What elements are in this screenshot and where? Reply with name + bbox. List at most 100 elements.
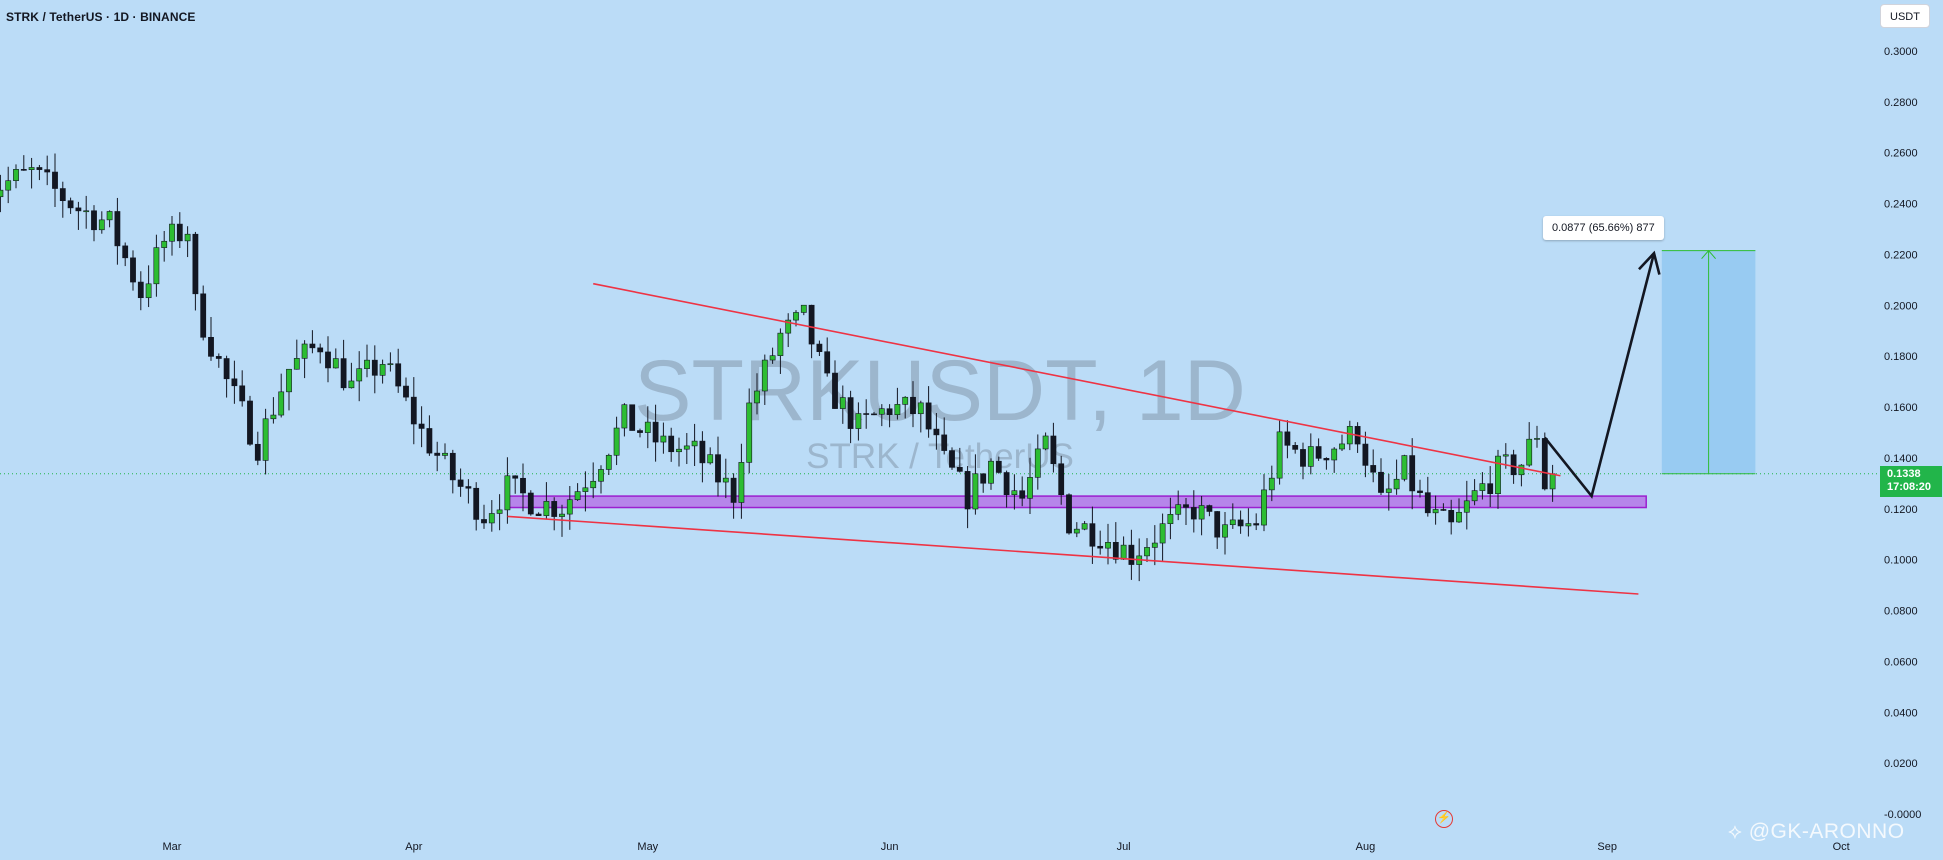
current-price-badge: 0.1338 17:08:20 — [1880, 466, 1942, 497]
candle-body — [106, 211, 113, 221]
candlestick — [1487, 466, 1494, 507]
author-name: @GK-ARONNO — [1748, 820, 1905, 843]
candle-body — [902, 396, 909, 405]
diamond-logo-icon: ⟡ — [1728, 820, 1743, 843]
candlestick — [1323, 457, 1330, 470]
candlestick — [286, 368, 292, 411]
y-axis-tick-label: 0.2200 — [1884, 249, 1918, 261]
currency-button[interactable]: USDT — [1880, 4, 1930, 28]
candlestick — [925, 386, 932, 438]
x-axis-tick-label: Jul — [1117, 841, 1131, 853]
candlestick — [465, 479, 472, 504]
candle-body — [410, 396, 417, 425]
candle-body — [122, 245, 129, 259]
candle-body — [348, 380, 355, 389]
candle-body — [824, 351, 831, 374]
candle-body — [995, 460, 1002, 473]
candlestick — [941, 417, 948, 455]
candlestick — [1268, 465, 1275, 502]
candle-body — [130, 257, 136, 283]
y-axis-tick-label: 0.0600 — [1884, 656, 1918, 668]
candlestick — [1346, 420, 1353, 451]
candlestick — [403, 377, 409, 402]
candlestick — [28, 157, 35, 189]
x-axis-tick-label: Jun — [881, 841, 899, 853]
candle-body — [1097, 545, 1104, 549]
candlestick — [1456, 498, 1462, 523]
candlestick — [917, 400, 924, 433]
candle-body — [1268, 477, 1275, 491]
candlestick — [1409, 438, 1416, 510]
candlestick — [1073, 522, 1080, 538]
candle-body — [340, 358, 347, 389]
candle-body — [114, 211, 121, 247]
candlestick — [910, 381, 916, 428]
candle-body — [1424, 492, 1431, 514]
candlestick — [130, 250, 136, 291]
candle-body — [1214, 511, 1221, 538]
candle-body — [754, 390, 760, 404]
candle-body — [1385, 488, 1392, 493]
candle-body — [1346, 426, 1353, 445]
candle-body — [59, 188, 66, 202]
candlestick — [200, 285, 207, 341]
candle-body — [629, 404, 636, 431]
candlestick — [902, 396, 909, 419]
symbol-title[interactable]: STRK / TetherUS · 1D · BINANCE — [6, 10, 196, 24]
candlestick — [1034, 434, 1041, 490]
candlestick — [247, 395, 253, 446]
candle-body — [1144, 547, 1150, 557]
candlestick — [137, 271, 144, 311]
candlestick — [1050, 422, 1057, 473]
candle-body — [808, 304, 815, 345]
candle-body — [1003, 472, 1010, 496]
candlestick — [988, 458, 994, 490]
candlestick — [83, 195, 90, 229]
candle-body — [83, 210, 90, 213]
candle-body — [605, 454, 612, 470]
candlestick — [512, 475, 519, 494]
candlestick — [325, 336, 331, 383]
candlestick — [676, 437, 682, 467]
candlestick — [590, 462, 597, 499]
candle-body — [512, 475, 519, 479]
candle-body — [418, 423, 425, 429]
candle-body — [863, 413, 870, 415]
candle-body — [1151, 542, 1158, 548]
candle-body — [1034, 448, 1041, 478]
candle-body — [1089, 523, 1096, 547]
candlestick — [278, 373, 285, 418]
candle-body — [1019, 490, 1026, 499]
candlestick — [1424, 476, 1431, 517]
candlestick — [738, 443, 745, 519]
candlestick — [239, 370, 246, 407]
candle-body — [1417, 490, 1423, 493]
candle-body — [1401, 455, 1408, 480]
candlestick — [1261, 474, 1267, 532]
candle-body — [20, 169, 27, 171]
candlestick — [1175, 490, 1182, 521]
candle-body — [956, 467, 963, 472]
candle-body — [886, 408, 893, 415]
candle-body — [949, 450, 955, 468]
measure-label[interactable]: 0.0877 (65.66%) 877 — [1543, 216, 1664, 240]
candlestick — [208, 317, 214, 361]
candle-body — [153, 247, 160, 285]
y-axis-tick-label: 0.2400 — [1884, 199, 1918, 211]
candle-body — [894, 404, 901, 415]
candlestick — [605, 453, 612, 476]
candlestick — [1011, 474, 1018, 510]
flash-icon[interactable]: ⚡ — [1435, 810, 1453, 828]
candle-body — [1300, 449, 1306, 467]
candle-body — [465, 486, 472, 489]
candlestick — [231, 360, 238, 404]
candlestick — [746, 388, 753, 474]
candle-body — [208, 336, 214, 357]
candle-body — [1042, 435, 1049, 450]
candle-body — [668, 435, 675, 453]
x-axis-tick-label: Aug — [1356, 841, 1376, 853]
candle-body — [1261, 489, 1267, 526]
candle-body — [1198, 505, 1205, 520]
